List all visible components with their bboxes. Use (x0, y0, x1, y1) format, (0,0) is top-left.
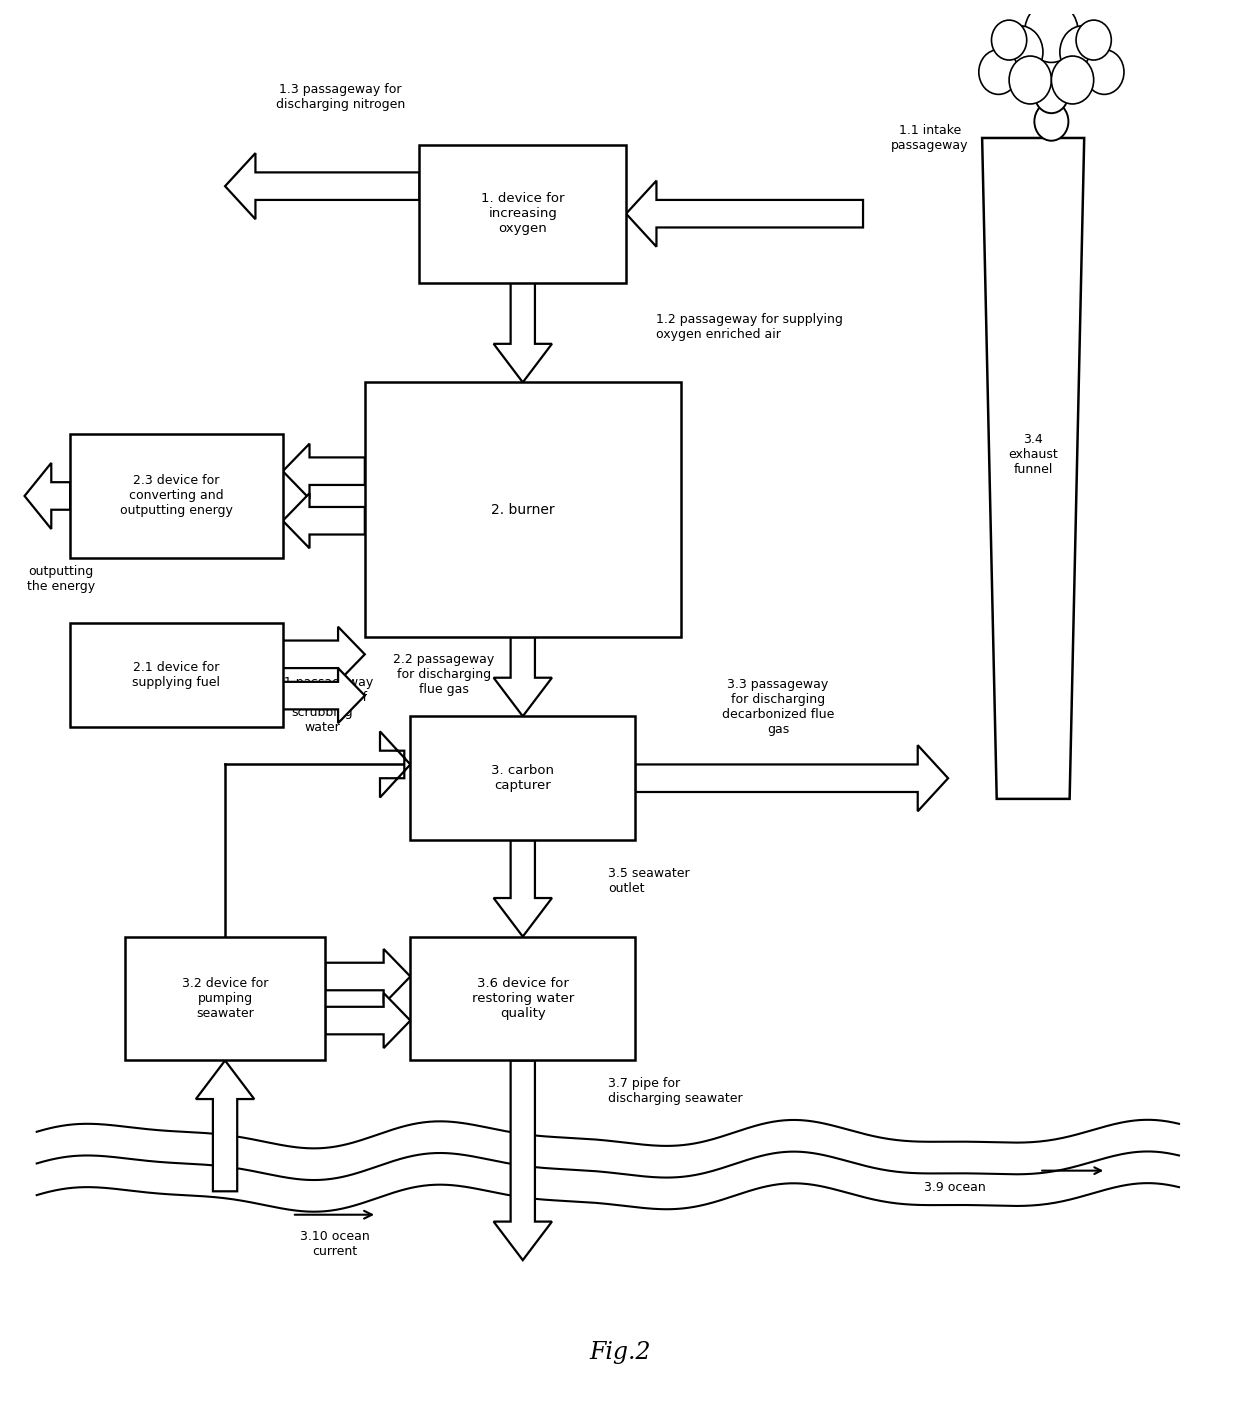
Polygon shape (196, 1061, 254, 1191)
Text: 2.1 device for
supplying fuel: 2.1 device for supplying fuel (133, 660, 221, 688)
Circle shape (1052, 56, 1094, 104)
Text: 3.2 device for
pumping
seawater: 3.2 device for pumping seawater (182, 976, 268, 1020)
Circle shape (997, 25, 1043, 79)
Polygon shape (494, 840, 552, 937)
Bar (125, 937, 325, 1061)
Text: 1.2 passageway for supplying
oxygen enriched air: 1.2 passageway for supplying oxygen enri… (656, 312, 843, 340)
Bar (419, 145, 626, 282)
Circle shape (1009, 56, 1052, 104)
Polygon shape (283, 667, 365, 724)
Polygon shape (25, 462, 71, 530)
Polygon shape (494, 282, 552, 382)
Bar (365, 382, 681, 636)
Circle shape (978, 49, 1018, 94)
Circle shape (992, 20, 1027, 60)
Polygon shape (325, 993, 410, 1048)
Text: 2.3 device for
converting and
outputting energy: 2.3 device for converting and outputting… (120, 475, 233, 517)
Text: outputting
the energy: outputting the energy (27, 565, 95, 593)
Text: 1.1 intake
passageway: 1.1 intake passageway (892, 124, 968, 152)
Text: 1. device for
increasing
oxygen: 1. device for increasing oxygen (481, 192, 564, 235)
Polygon shape (379, 732, 410, 798)
Circle shape (1060, 25, 1106, 79)
Polygon shape (635, 745, 949, 811)
Bar (71, 434, 283, 558)
Polygon shape (626, 181, 863, 247)
Text: 3.1 passageway
for entering of
scrubbing
water: 3.1 passageway for entering of scrubbing… (272, 676, 373, 735)
Circle shape (1034, 74, 1069, 114)
Bar (410, 937, 635, 1061)
Bar (410, 717, 635, 840)
Text: Fig.2: Fig.2 (589, 1340, 651, 1364)
Polygon shape (224, 153, 419, 219)
Polygon shape (283, 493, 365, 548)
Text: 2. burner: 2. burner (491, 503, 554, 517)
Circle shape (1034, 103, 1069, 140)
Text: 3.4
exhaust
funnel: 3.4 exhaust funnel (1008, 433, 1058, 476)
Polygon shape (494, 636, 552, 717)
Polygon shape (283, 444, 365, 499)
Text: 2.2 passageway
for discharging
flue gas: 2.2 passageway for discharging flue gas (393, 653, 495, 697)
Circle shape (1085, 49, 1123, 94)
Text: 3. carbon
capturer: 3. carbon capturer (491, 764, 554, 792)
Polygon shape (325, 948, 410, 1005)
Circle shape (1076, 20, 1111, 60)
Polygon shape (494, 1061, 552, 1260)
Text: 3.9 ocean: 3.9 ocean (924, 1180, 986, 1194)
Text: 1.3 passageway for
discharging nitrogen: 1.3 passageway for discharging nitrogen (275, 83, 405, 111)
Text: 3.5 seawater
outlet: 3.5 seawater outlet (608, 867, 689, 895)
Polygon shape (982, 138, 1084, 799)
Bar (71, 624, 283, 726)
Text: 3.3 passageway
for discharging
decarbonized flue
gas: 3.3 passageway for discharging decarboni… (722, 677, 835, 736)
Text: 3.6 device for
restoring water
quality: 3.6 device for restoring water quality (471, 976, 574, 1020)
Text: 3.7 pipe for
discharging seawater: 3.7 pipe for discharging seawater (608, 1076, 743, 1104)
Text: 3.10 ocean
current: 3.10 ocean current (300, 1229, 370, 1257)
Circle shape (1024, 1, 1078, 62)
Polygon shape (283, 627, 365, 681)
